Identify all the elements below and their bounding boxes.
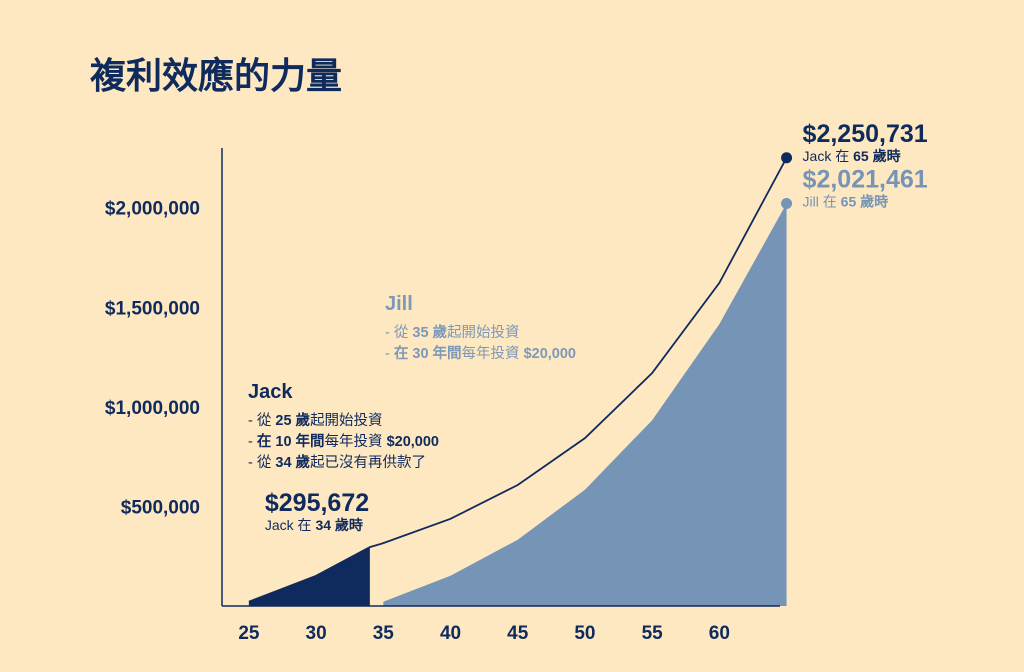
y-tick-label: $1,000,000: [105, 398, 200, 419]
description-part: 每年投資: [325, 433, 387, 450]
note-part: Jack 在: [265, 517, 316, 533]
description-part: - 從: [385, 324, 412, 341]
x-tick-label: 35: [373, 623, 395, 644]
value-label: $2,250,731: [803, 120, 928, 148]
y-tick-label: $2,000,000: [105, 199, 200, 220]
x-tick-label: 55: [642, 623, 664, 644]
description-part: -: [248, 434, 257, 450]
description-part: 起已沒有再供款了: [310, 454, 426, 471]
line: [248, 157, 788, 603]
description-part: - 從: [248, 454, 275, 471]
description-part: 25 歲: [275, 411, 310, 429]
value-note: Jack 在 65 歲時: [803, 148, 901, 164]
description-title: Jack: [248, 381, 293, 403]
end-marker: [781, 197, 793, 209]
end-marker: [781, 152, 793, 164]
description-title: Jill: [385, 293, 413, 315]
value-note: Jack 在 34 歲時: [265, 517, 363, 533]
description-part: 起開始投資: [447, 324, 520, 341]
description-part: 在 30 年間: [394, 344, 462, 362]
description-line: - 從 34 歲起已沒有再供款了: [248, 453, 426, 471]
description-part: 在 10 年間: [257, 432, 325, 450]
area: [248, 547, 370, 606]
value-label: $295,672: [265, 489, 369, 517]
description-part: 34 歲: [275, 453, 310, 471]
description-part: $20,000: [524, 346, 576, 362]
x-tick-label: 40: [440, 623, 461, 644]
note-part: 65 歲時: [853, 148, 900, 164]
value-note: Jill 在 65 歲時: [803, 193, 889, 209]
x-tick-label: 25: [238, 623, 260, 644]
description-line: - 在 10 年間每年投資 $20,000: [248, 432, 439, 450]
description-part: $20,000: [387, 434, 439, 450]
value-label: $2,021,461: [803, 165, 928, 193]
note-part: Jack 在: [803, 148, 854, 164]
x-tick-label: 50: [574, 623, 595, 644]
y-tick-label: $1,500,000: [105, 298, 200, 319]
note-part: Jill 在: [803, 193, 841, 209]
description-line: - 從 25 歲起開始投資: [248, 411, 383, 429]
description-part: 35 歲: [412, 323, 447, 341]
x-tick-label: 30: [306, 623, 327, 644]
description-line: - 在 30 年間每年投資 $20,000: [385, 344, 576, 362]
description-part: -: [385, 346, 394, 362]
y-tick-label: $500,000: [121, 497, 200, 518]
x-tick-label: 60: [709, 623, 730, 644]
x-tick-label: 45: [507, 623, 529, 644]
note-part: 34 歲時: [315, 517, 362, 533]
description-part: 起開始投資: [310, 412, 383, 429]
description-part: 每年投資: [462, 345, 524, 362]
note-part: 65 歲時: [841, 193, 888, 209]
description-line: - 從 35 歲起開始投資: [385, 323, 520, 341]
chart-title: 複利效應的力量: [90, 55, 342, 96]
description-part: - 從: [248, 412, 275, 429]
area: [383, 203, 787, 607]
